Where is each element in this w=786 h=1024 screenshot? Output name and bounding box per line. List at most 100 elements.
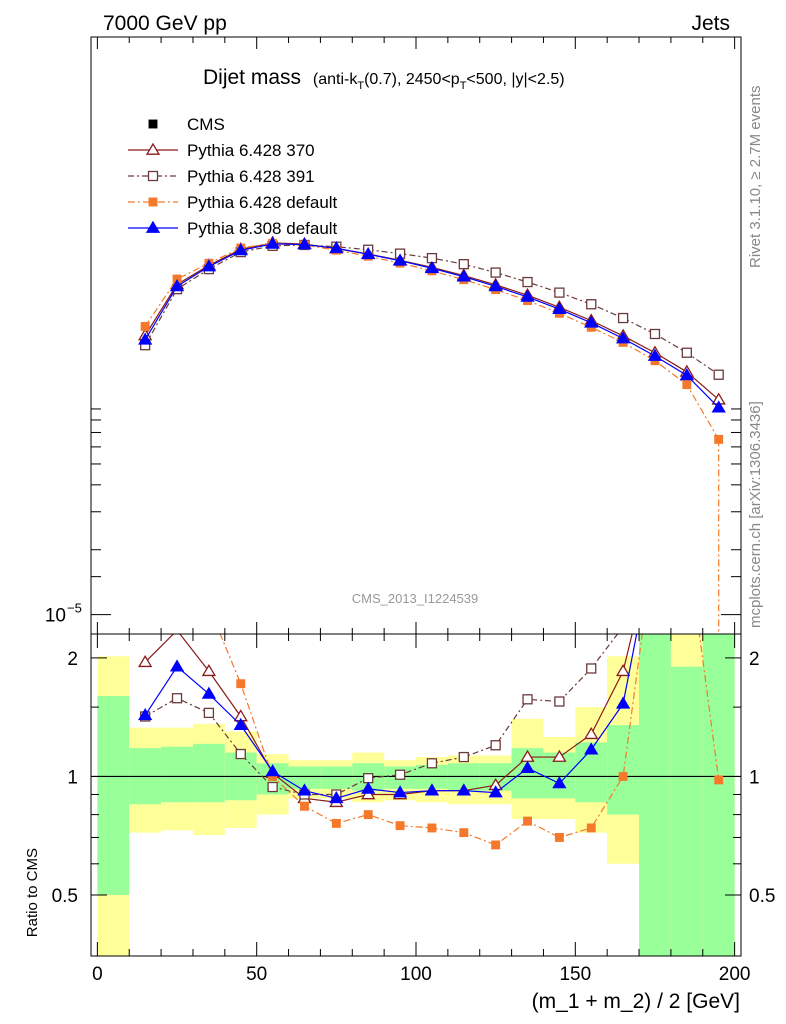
data-point-pydefault (682, 380, 692, 390)
chart-subtitle-pre: (anti-k (313, 71, 358, 88)
ratio-point-pydefault (459, 828, 469, 838)
ratio-point-py8 (424, 783, 440, 796)
chart-subtitle-mid1: (0.7), 2450<p (364, 71, 460, 88)
legend-label-pydefault: Pythia 6.428 default (187, 193, 338, 212)
data-point-py8 (169, 279, 185, 292)
data-point-py8 (424, 260, 440, 274)
legend-marker-py391 (147, 170, 159, 182)
legend-label-py370: Pythia 6.428 370 (187, 141, 315, 160)
ratio-point-py8 (488, 785, 503, 798)
data-point-py8 (201, 259, 217, 272)
ratio-point-pydefault (236, 679, 246, 689)
ratio-point-py370 (201, 663, 217, 677)
ratio-point-py8 (552, 776, 567, 789)
ratio-point-py370 (584, 726, 599, 740)
ratio-point-pydefault (300, 801, 309, 811)
chart-subtitle-sub2: T (460, 80, 467, 92)
data-point-py8 (138, 332, 153, 345)
ratio-point-py8 (456, 783, 471, 796)
ratio-point-pydefault (331, 818, 341, 828)
x-axis-label: (m_1 + m_2) / 2 [GeV] (532, 990, 740, 1013)
ratio-point-pydefault (491, 840, 501, 850)
data-point-py8 (679, 368, 694, 381)
legend-label-py8: Pythia 8.308 default (187, 219, 338, 238)
ratio-point-py391 (586, 663, 597, 674)
ratio-point-py8 (169, 659, 185, 672)
ratio-point-py8 (329, 791, 344, 804)
ratio-y-tick-label-left: 0.5 (52, 886, 78, 907)
uncertainty-band-inner (639, 634, 671, 956)
data-point-py8 (265, 236, 280, 249)
legend: CMS Pythia 6.428 370 Pythia 6.428 391 Pythi… (128, 115, 338, 238)
ratio-point-py391 (458, 751, 469, 763)
data-point-py8 (552, 301, 567, 315)
data-point-py8 (392, 253, 408, 266)
ratio-y-tick-label-left: 1 (67, 767, 78, 788)
data-point-py391 (522, 276, 533, 288)
ratio-y-axis-label: Ratio to CMS (24, 848, 41, 937)
data-point-py391 (649, 328, 661, 340)
data-point-pydefault (140, 321, 150, 331)
ratio-point-py8 (392, 785, 408, 798)
uncertainty-band-inner (320, 766, 353, 789)
data-point-py8 (329, 240, 344, 254)
x-tick-label: 200 (719, 964, 751, 985)
data-point-py8 (488, 279, 503, 292)
legend-marker-py370 (145, 142, 161, 155)
mcplots-label: mcplots.cern.ch [arXiv:1306.3436] (747, 401, 764, 628)
ratio-point-py391 (554, 696, 565, 707)
ratio-point-pydefault (554, 833, 564, 842)
uncertainty-band-inner (97, 696, 130, 895)
data-point-py8 (297, 237, 312, 250)
ratio-bands (97, 634, 735, 956)
ratio-point-py370 (552, 749, 567, 762)
legend-label-py391: Pythia 6.428 391 (187, 167, 315, 186)
ratio-point-pydefault (363, 810, 373, 820)
x-tick-label: 100 (400, 964, 432, 985)
main-y-tick-label: 10 (45, 606, 66, 627)
x-tick-label: 0 (92, 964, 103, 985)
ratio-point-py391 (522, 694, 533, 705)
uncertainty-band-inner (288, 766, 321, 789)
ratio-point-py8 (297, 783, 312, 796)
ratio-point-py370 (615, 663, 631, 677)
ratio-point-pydefault (714, 775, 724, 785)
data-point-py8 (233, 243, 248, 256)
ratio-panel: 0.5 0.5 1 1 2 2 0 50 100 150 200 (52, 634, 775, 985)
ratio-point-py391 (235, 748, 246, 760)
ratio-point-py391 (171, 693, 183, 704)
uncertainty-band-inner (670, 666, 703, 956)
ratio-point-py8 (265, 764, 280, 777)
chart-subtitle-post: <500, |y|<2.5) (466, 71, 564, 88)
ratio-point-pydefault (618, 772, 628, 781)
ratio-point-py8 (584, 742, 599, 755)
energy-label: 7000 GeV pp (103, 12, 227, 35)
category-label: Jets (691, 12, 730, 35)
data-point-py391 (586, 299, 597, 310)
data-point-py391 (713, 369, 724, 380)
ratio-y-tick-label-left: 2 (67, 649, 78, 670)
data-point-py8 (520, 289, 535, 302)
main-panel: 10 −5 (45, 37, 741, 634)
data-point-py8 (584, 315, 599, 328)
ratio-point-py8 (361, 781, 376, 794)
uncertainty-band-inner (607, 725, 640, 815)
ratio-point-py391 (363, 773, 374, 784)
data-point-py8 (647, 348, 663, 361)
ratio-series-group (138, 634, 724, 850)
chart-title-main: Dijet mass (203, 66, 301, 89)
ratio-point-py8 (520, 760, 535, 773)
ratio-point-py8 (201, 686, 217, 699)
ratio-frame (90, 633, 742, 957)
x-tick-label: 150 (559, 964, 591, 985)
ratio-point-py8 (615, 696, 631, 709)
ratio-point-py391 (490, 740, 501, 751)
ratio-y-tick-label-right: 2 (749, 649, 760, 670)
data-point-py8 (615, 331, 631, 344)
chart-title: Dijet mass (anti-kT(0.7), 2450<pT<500, |… (203, 66, 565, 92)
ratio-point-pydefault (523, 816, 532, 826)
ratio-point-py8 (138, 707, 153, 721)
ratio-y-tick-label-right: 0.5 (749, 886, 775, 907)
legend-marker-pydefault (148, 197, 158, 207)
